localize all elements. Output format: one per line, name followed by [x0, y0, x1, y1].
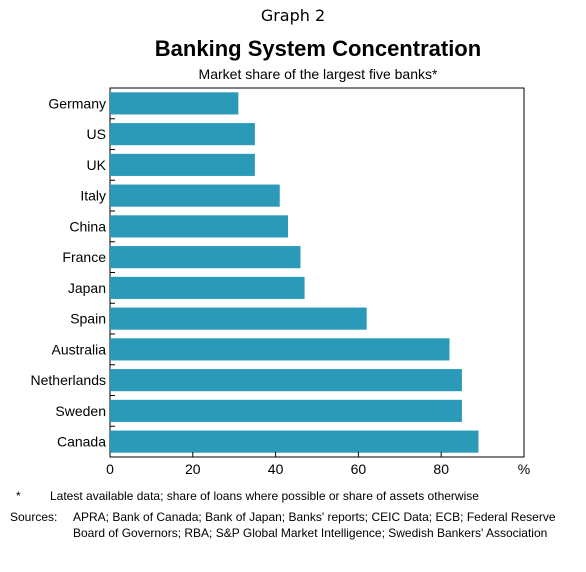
category-label-canada: Canada	[57, 434, 106, 450]
chart-title: Banking System Concentration	[154, 36, 482, 61]
bars-group	[110, 92, 479, 453]
bar-chart: Germany US UK Italy China France Japan Spain Aus…	[31, 87, 530, 477]
bar-france	[110, 246, 301, 269]
category-label-sweden: Sweden	[55, 403, 106, 419]
x-axis-tick-label: 60	[351, 461, 367, 477]
bar-australia	[110, 338, 450, 361]
chart-notes: * Latest available data; share of loans …	[10, 488, 582, 541]
category-label-australia: Australia	[52, 341, 107, 357]
sources: Sources: APRA; Bank of Canada; Bank of J…	[10, 509, 582, 541]
sources-label: Sources:	[10, 510, 58, 524]
bar-china	[110, 215, 289, 238]
category-label-japan: Japan	[68, 280, 106, 296]
sources-text: APRA; Bank of Canada; Bank of Japan; Ban…	[73, 510, 556, 540]
footnote-text: Latest available data; share of loans wh…	[50, 489, 479, 503]
x-axis-ticks: 0 20 40 60 80	[106, 452, 449, 477]
category-label-uk: UK	[87, 157, 107, 173]
bar-japan	[110, 276, 305, 299]
x-axis-unit: %	[518, 461, 530, 477]
x-axis-tick-label: 20	[185, 461, 201, 477]
category-label-spain: Spain	[70, 311, 106, 327]
bar-canada	[110, 430, 479, 453]
bar-uk	[110, 153, 255, 176]
footnote-marker: *	[16, 489, 21, 503]
category-labels: Germany US UK Italy China France Japan Spain Aus…	[31, 87, 115, 450]
bar-us	[110, 123, 255, 146]
bar-italy	[110, 184, 280, 207]
category-label-italy: Italy	[80, 188, 106, 204]
category-label-us: US	[87, 126, 106, 142]
category-label-china: China	[69, 218, 106, 234]
x-axis-tick-label: 0	[106, 461, 114, 477]
chart-subtitle: Market share of the largest five banks*	[198, 66, 438, 82]
x-axis-tick-label: 80	[433, 461, 449, 477]
bar-netherlands	[110, 369, 462, 392]
category-label-netherlands: Netherlands	[31, 372, 107, 388]
footnote: * Latest available data; share of loans …	[10, 488, 582, 504]
bar-spain	[110, 307, 367, 330]
x-axis-tick-label: 40	[268, 461, 284, 477]
category-label-germany: Germany	[48, 95, 106, 111]
bar-sweden	[110, 399, 462, 422]
graph-label: Graph 2	[260, 6, 326, 25]
bar-germany	[110, 92, 239, 115]
category-label-france: France	[62, 249, 106, 265]
